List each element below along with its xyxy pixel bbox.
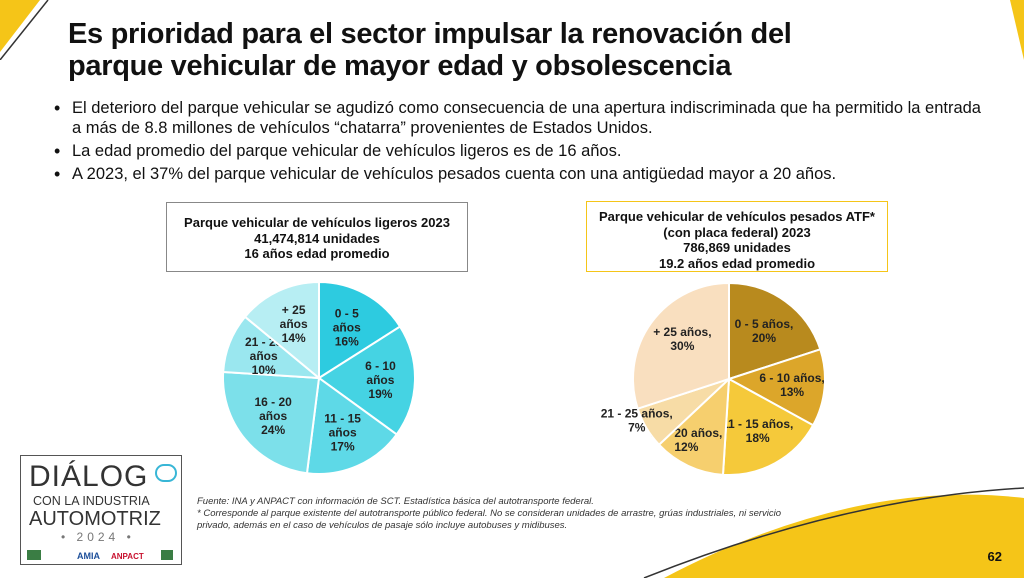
speech-bubble-icon (155, 464, 177, 482)
bullet-item: La edad promedio del parque vehicular de… (50, 141, 990, 161)
light-pie-slice-3 (222, 370, 321, 475)
heavy-pie-slice-1 (726, 348, 826, 427)
heavy-title-line: 786,869 unidades (683, 240, 791, 255)
page-number: 62 (987, 549, 1002, 564)
corner-decoration-top-left (0, 0, 49, 60)
heavy-vehicles-title-box: Parque vehicular de vehículos pesados AT… (586, 201, 888, 272)
source-line: * Corresponde al parque existente del au… (197, 508, 782, 519)
light-pie-slice-2 (305, 376, 399, 475)
light-pie-label-1: 6 - 10 años 19% (365, 359, 396, 401)
bullet-item: A 2023, el 37% del parque vehicular de v… (50, 164, 990, 184)
source-note: Fuente: INA y ANPACT con información de … (197, 496, 887, 532)
heavy-pie-slice-0 (728, 281, 822, 381)
heavy-pie-label-0: 0 - 5 años, 20% (735, 317, 794, 345)
light-pie-slice-0 (318, 280, 402, 380)
heavy-pie-slice-2 (721, 377, 815, 476)
sponsor-logos: AMIA ANPACT (27, 550, 173, 561)
logo-line-3: AUTOMOTRIZ (29, 508, 161, 530)
corner-decoration-bottom-right (643, 487, 1024, 578)
bullet-item: El deterioro del parque vehicular se agu… (50, 98, 990, 138)
heavy-pie-label-1: 6 - 10 años, 13% (759, 371, 824, 399)
corner-decoration-top-right (1010, 0, 1024, 60)
svg-text:ANPACT: ANPACT (111, 552, 144, 561)
logo-line-1: DIÁLOG (29, 460, 149, 493)
title-line-2: parque vehicular de mayor edad y obsoles… (68, 50, 732, 82)
heavy-pie-label-2: 11 - 15 años, 18% (722, 417, 793, 445)
svg-text:AMIA: AMIA (77, 551, 100, 561)
light-title-line: 16 años edad promedio (244, 246, 390, 261)
source-line: privado, además en el caso de vehículos … (197, 520, 568, 531)
source-line: Fuente: INA y ANPACT con información de … (197, 496, 594, 507)
title-line-1: Es prioridad para el sector impulsar la … (68, 18, 792, 50)
light-vehicles-title-box: Parque vehicular de vehículos ligeros 20… (166, 202, 468, 272)
light-pie-label-5: + 25 años 14% (280, 303, 308, 345)
heavy-pie-slice-5 (632, 281, 730, 410)
light-pie-label-0: 0 - 5 años 16% (333, 307, 361, 349)
dialogo-logo: DIÁLOG CON LA INDUSTRIA AUTOMOTRIZ • 202… (20, 455, 182, 565)
light-title-line: Parque vehicular de vehículos ligeros 20… (184, 215, 450, 230)
heavy-pie-label-4: 21 - 25 años, 7% (601, 407, 673, 435)
heavy-pie-label-5: + 25 años, 30% (653, 325, 711, 353)
logo-line-4: • 2024 • (61, 530, 135, 544)
light-pie-slice-5 (243, 280, 320, 381)
light-pie-slice-1 (317, 325, 416, 436)
logo-line-2: CON LA INDUSTRIA (33, 494, 150, 508)
page-title: Es prioridad para el sector impulsar la … (68, 18, 968, 82)
heavy-title-line: (con placa federal) 2023 (663, 224, 811, 240)
heavy-pie-slice-3 (657, 376, 731, 476)
light-pie-label-2: 11 - 15 años 17% (324, 412, 361, 454)
bullet-list: El deterioro del parque vehicular se agu… (50, 98, 990, 187)
light-title-line: 41,474,814 unidades (254, 230, 380, 246)
light-pie-label-3: 16 - 20 años 24% (254, 395, 292, 437)
heavy-title-line: Parque vehicular de vehículos pesados AT… (599, 209, 875, 224)
heavy-title-line: 19.2 años edad promedio (658, 255, 816, 271)
